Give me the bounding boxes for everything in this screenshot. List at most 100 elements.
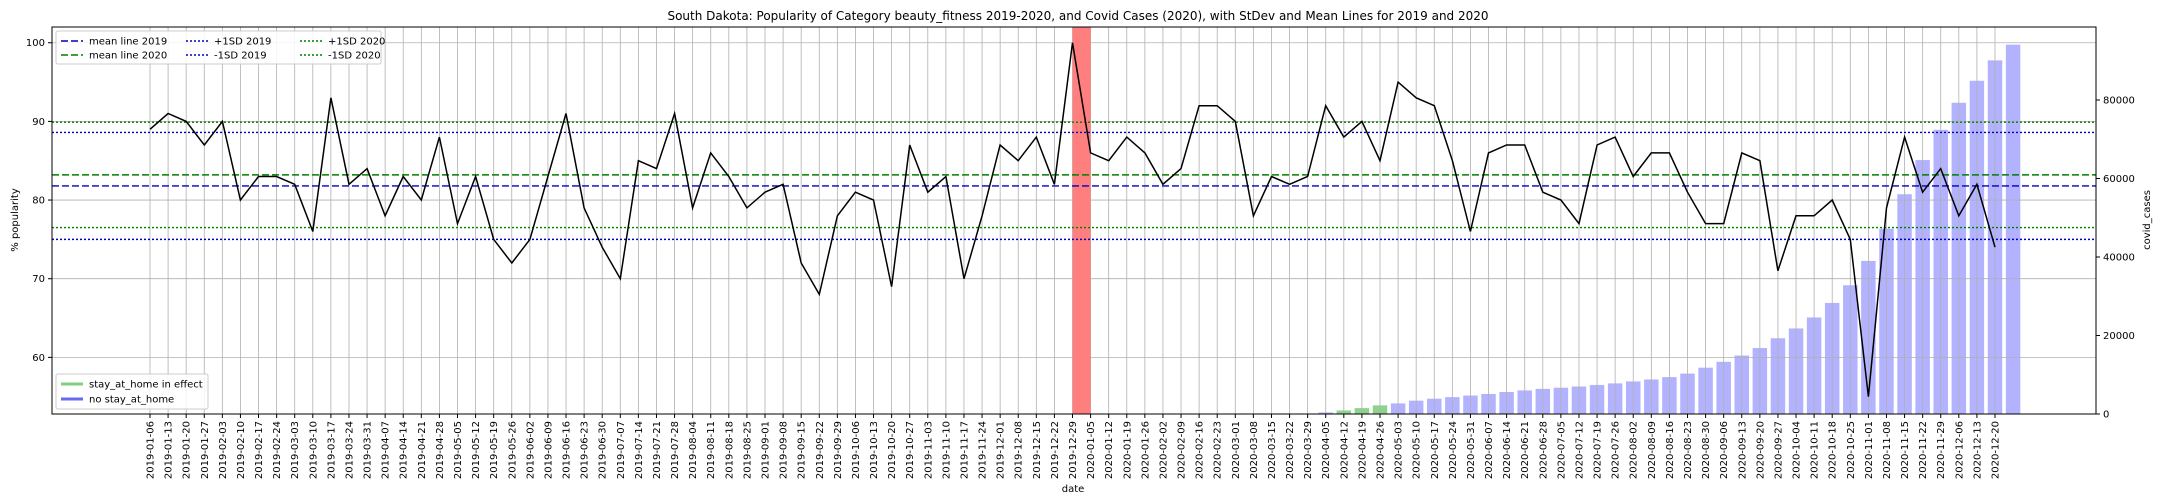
x-tick-label-2020-10-04: 2020-10-04 [1792,421,1803,479]
x-tick-label-2020-03-22: 2020-03-22 [1285,421,1296,479]
x-tick-label-2019-01-20: 2019-01-20 [182,421,193,479]
y-axis-label: % popularity [10,188,21,252]
x-tick-label-2019-03-10: 2019-03-10 [308,421,319,479]
x-tick-label-2020-06-21: 2020-06-21 [1520,421,1531,479]
x-tick-label-2020-01-19: 2020-01-19 [1122,421,1133,479]
x-tick-label-2019-02-24: 2019-02-24 [272,421,283,479]
x-tick-label-2020-03-01: 2020-03-01 [1231,421,1242,479]
x-tick-labels: 2019-01-06 2019-01-13 2019-01-20 2019-01-27… [146,414,2002,479]
x-tick-label-2020-11-15: 2020-11-15 [1900,421,1911,479]
x-tick-label-2020-11-01: 2020-11-01 [1864,421,1875,479]
legend-label-mean-line-2019: mean line 2019 [89,37,167,48]
x-tick-label-2019-04-14: 2019-04-14 [399,421,410,479]
y-tick-label-80: 80 [32,196,45,207]
x-tick-label-2019-11-03: 2019-11-03 [923,421,934,479]
x-tick-label-2019-02-03: 2019-02-03 [218,421,229,479]
x-tick-label-2020-02-16: 2020-02-16 [1195,421,1206,479]
x-tick-label-2019-01-13: 2019-01-13 [164,421,175,479]
x-tick-label-2020-04-26: 2020-04-26 [1376,421,1387,479]
x-tick-label-2019-08-18: 2019-08-18 [724,421,735,479]
x-tick-label-2019-03-31: 2019-03-31 [363,421,374,479]
legend-label--1sd-2019: -1SD 2019 [214,51,267,62]
x-tick-label-2020-05-10: 2020-05-10 [1412,421,1423,479]
chart-title: South Dakota: Popularity of Category bea… [667,9,1488,23]
x-tick-label-2019-05-12: 2019-05-12 [471,421,482,479]
popularity-line [149,42,1996,397]
x-tick-label-2019-01-06: 2019-01-06 [146,421,157,479]
x-tick-label-2020-02-02: 2020-02-02 [1158,421,1169,479]
x-tick-label-2019-09-29: 2019-09-29 [833,421,844,479]
x-tick-label-2019-06-02: 2019-06-02 [525,421,536,479]
x-tick-label-2019-06-16: 2019-06-16 [562,421,573,479]
x-tick-label-2019-12-15: 2019-12-15 [1032,421,1043,479]
x-tick-label-2020-12-20: 2020-12-20 [1991,421,2002,479]
x-tick-label-2019-04-21: 2019-04-21 [417,421,428,479]
x-tick-label-2019-05-05: 2019-05-05 [453,421,464,479]
y-tick-label-60: 60 [32,353,45,364]
covid-bar-undefined [2005,44,2021,415]
x-tick-label-2019-02-17: 2019-02-17 [254,421,265,479]
x-tick-label-2019-10-06: 2019-10-06 [851,421,862,479]
x-tick-label-2020-10-25: 2020-10-25 [1846,421,1857,479]
x-tick-label-2020-09-20: 2020-09-20 [1755,421,1766,479]
x-tick-label-2019-06-30: 2019-06-30 [598,421,609,479]
legend-label--1sd-2020: -1SD 2020 [328,51,381,62]
x-tick-label-2020-01-05: 2020-01-05 [1086,421,1097,479]
x-tick-label-2020-03-15: 2020-03-15 [1267,421,1278,479]
x-tick-label-2019-03-17: 2019-03-17 [326,421,337,479]
x-tick-label-2019-01-27: 2019-01-27 [200,421,211,479]
x-tick-label-2020-08-09: 2020-08-09 [1647,421,1658,479]
y2-tick-label-60000: 60000 [2103,174,2135,185]
x-tick-label-2019-10-13: 2019-10-13 [869,421,880,479]
x-axis-label: date [1062,484,1085,495]
x-tick-label-2020-09-27: 2020-09-27 [1773,421,1784,479]
x-tick-label-2020-06-07: 2020-06-07 [1484,421,1495,479]
legend-stay-at-home: stay_at_home in effect no stay_at_home [55,373,209,410]
legend-bottom-frame [55,373,209,410]
x-tick-label-2020-05-31: 2020-05-31 [1466,421,1477,479]
axes-frame [51,26,2097,415]
x-tick-label-2019-07-21: 2019-07-21 [652,421,663,479]
x-tick-label-2019-11-24: 2019-11-24 [978,421,989,479]
x-tick-label-2020-09-13: 2020-09-13 [1737,421,1748,479]
x-tick-label-2019-05-26: 2019-05-26 [507,421,518,479]
x-tick-label-2019-02-10: 2019-02-10 [236,421,247,479]
x-tick-label-2019-07-28: 2019-07-28 [670,421,681,479]
y-tick-labels: 60 70 80 90 100 [26,38,52,364]
y-tick-label-100: 100 [26,38,45,49]
x-tick-label-2020-05-24: 2020-05-24 [1448,421,1459,479]
x-tick-label-2019-03-03: 2019-03-03 [290,421,301,479]
x-tick-label-2020-12-06: 2020-12-06 [1954,421,1965,479]
x-tick-label-2020-02-09: 2020-02-09 [1177,421,1188,479]
x-tick-label-2019-04-28: 2019-04-28 [435,421,446,479]
x-tick-label-2020-11-08: 2020-11-08 [1882,421,1893,479]
x-tick-label-2020-01-26: 2020-01-26 [1140,421,1151,479]
legend-top-frame [55,30,382,65]
x-tick-label-2019-03-24: 2019-03-24 [344,421,355,479]
x-tick-label-2019-06-23: 2019-06-23 [580,421,591,479]
x-tick-label-2019-07-07: 2019-07-07 [616,421,627,479]
x-tick-label-2020-11-22: 2020-11-22 [1918,421,1929,479]
legend-label--1sd-2020: +1SD 2020 [328,37,385,48]
y-tick-label-90: 90 [32,117,45,128]
x-tick-label-2019-09-15: 2019-09-15 [797,421,808,479]
highlight-rect [1072,27,1091,414]
x-tick-label-2019-12-29: 2019-12-29 [1068,421,1079,479]
x-tick-label-2019-07-14: 2019-07-14 [634,421,645,479]
x-tick-label-2019-06-09: 2019-06-09 [543,421,554,479]
x-tick-label-2020-03-08: 2020-03-08 [1249,421,1260,479]
y-tick-label-70: 70 [32,274,45,285]
legend-label-stay-at-home-in-effect: stay_at_home in effect [89,380,203,391]
x-tick-label-2020-08-16: 2020-08-16 [1665,421,1676,479]
x-tick-label-2020-11-29: 2020-11-29 [1936,421,1947,479]
x-tick-label-2020-02-23: 2020-02-23 [1213,421,1224,479]
x-tick-label-2020-07-05: 2020-07-05 [1556,421,1567,479]
x-tick-label-2020-05-17: 2020-05-17 [1430,421,1441,479]
x-tick-label-2019-05-19: 2019-05-19 [489,421,500,479]
x-tick-label-2020-08-30: 2020-08-30 [1701,421,1712,479]
x-tick-label-2019-10-20: 2019-10-20 [887,421,898,479]
y2-tick-label-0: 0 [2103,410,2109,421]
x-tick-label-2020-03-29: 2020-03-29 [1303,421,1314,479]
x-tick-label-2020-07-26: 2020-07-26 [1611,421,1622,479]
